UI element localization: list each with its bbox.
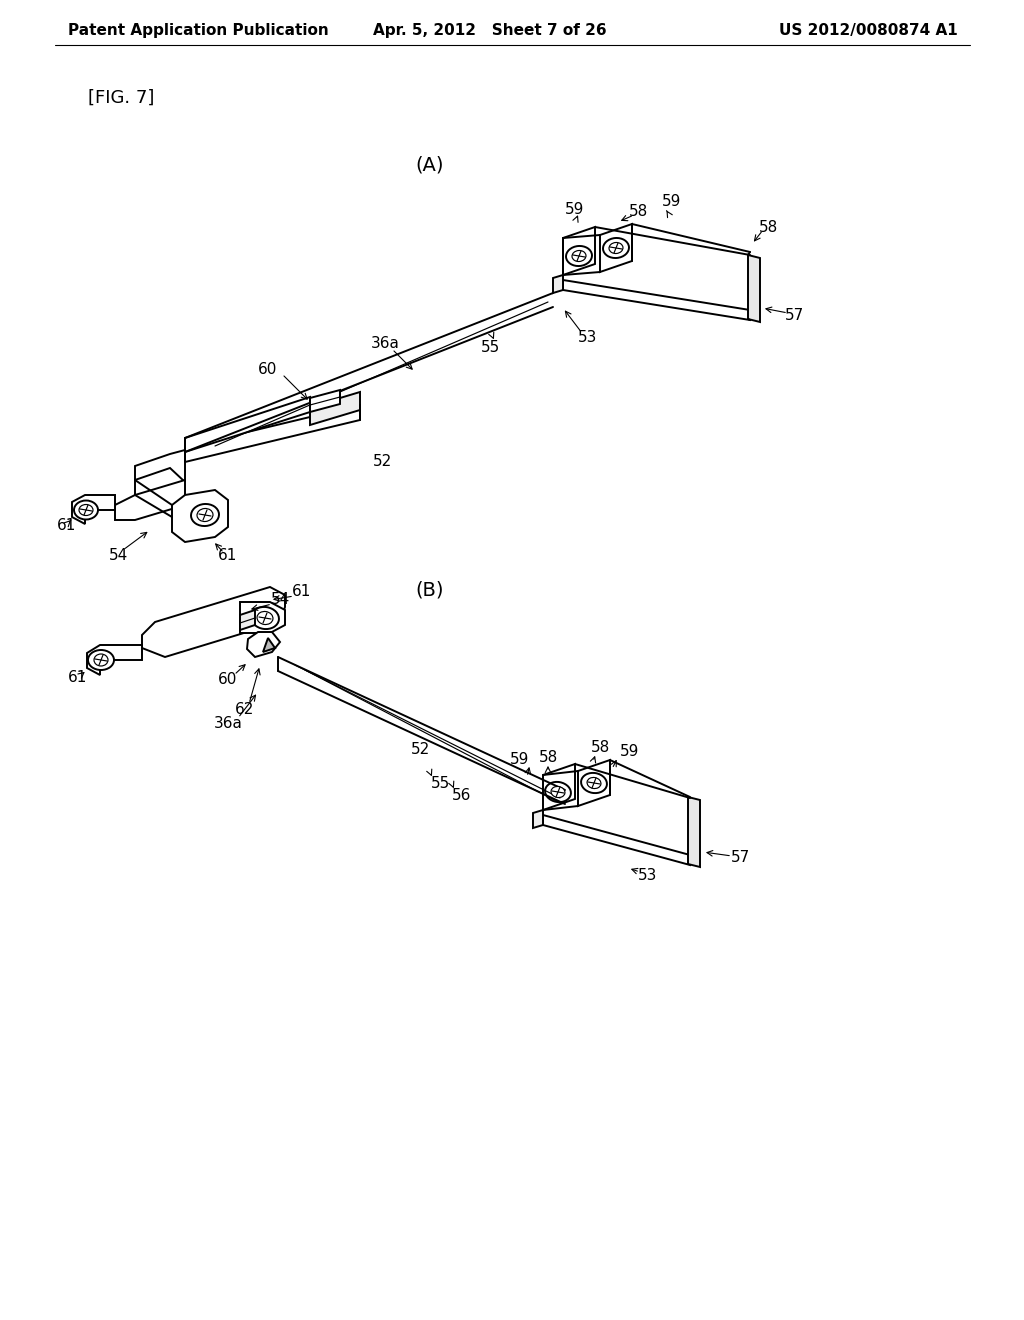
Text: 58: 58	[591, 741, 609, 755]
Polygon shape	[115, 480, 185, 520]
Text: US 2012/0080874 A1: US 2012/0080874 A1	[779, 22, 958, 37]
Text: 62: 62	[236, 702, 255, 718]
Ellipse shape	[74, 500, 98, 520]
Ellipse shape	[191, 504, 219, 527]
Ellipse shape	[603, 238, 629, 257]
Polygon shape	[87, 645, 142, 675]
Text: 58: 58	[759, 219, 777, 235]
Polygon shape	[263, 638, 275, 652]
Polygon shape	[553, 275, 563, 293]
Text: 36a: 36a	[371, 337, 399, 351]
Text: 55: 55	[430, 776, 450, 792]
Polygon shape	[72, 495, 115, 524]
Ellipse shape	[545, 781, 571, 803]
Polygon shape	[185, 405, 360, 462]
Text: 61: 61	[57, 517, 77, 532]
Polygon shape	[172, 490, 228, 543]
Text: 60: 60	[218, 672, 238, 688]
Ellipse shape	[572, 251, 586, 261]
Ellipse shape	[94, 653, 108, 667]
Polygon shape	[748, 255, 760, 322]
Ellipse shape	[197, 508, 213, 521]
Text: 56: 56	[453, 788, 472, 804]
Ellipse shape	[79, 504, 93, 516]
Ellipse shape	[88, 649, 114, 671]
Polygon shape	[543, 764, 575, 810]
Text: 57: 57	[785, 308, 805, 322]
Ellipse shape	[251, 607, 279, 630]
Text: 52: 52	[373, 454, 391, 470]
Text: [FIG. 7]: [FIG. 7]	[88, 88, 155, 107]
Text: (A): (A)	[416, 156, 444, 174]
Text: 53: 53	[638, 867, 657, 883]
Text: 36a: 36a	[214, 717, 243, 731]
Polygon shape	[142, 587, 285, 657]
Polygon shape	[578, 760, 610, 807]
Text: 60: 60	[258, 363, 278, 378]
Polygon shape	[600, 224, 632, 272]
Polygon shape	[688, 797, 700, 867]
Text: 54: 54	[270, 593, 290, 607]
Polygon shape	[185, 397, 310, 451]
Polygon shape	[240, 610, 255, 630]
Polygon shape	[310, 389, 340, 412]
Polygon shape	[563, 280, 750, 319]
Text: 61: 61	[292, 585, 311, 599]
Polygon shape	[240, 602, 285, 634]
Text: 61: 61	[218, 549, 238, 564]
Text: 58: 58	[539, 751, 558, 766]
Text: 54: 54	[109, 549, 128, 564]
Ellipse shape	[587, 777, 601, 788]
Text: 59: 59	[510, 752, 529, 767]
Text: Patent Application Publication: Patent Application Publication	[68, 22, 329, 37]
Text: 59: 59	[663, 194, 682, 210]
Text: 59: 59	[621, 744, 640, 759]
Text: 55: 55	[480, 341, 500, 355]
Polygon shape	[310, 392, 360, 425]
Ellipse shape	[581, 774, 607, 793]
Ellipse shape	[551, 787, 565, 797]
Text: 58: 58	[629, 205, 647, 219]
Ellipse shape	[566, 246, 592, 267]
Text: 57: 57	[730, 850, 750, 866]
Polygon shape	[563, 227, 595, 275]
Text: 53: 53	[579, 330, 598, 346]
Polygon shape	[543, 814, 690, 865]
Text: Apr. 5, 2012   Sheet 7 of 26: Apr. 5, 2012 Sheet 7 of 26	[373, 22, 607, 37]
Polygon shape	[534, 810, 543, 828]
Text: 52: 52	[411, 742, 430, 758]
Ellipse shape	[609, 243, 623, 253]
Polygon shape	[247, 632, 280, 657]
Text: (B): (B)	[416, 581, 444, 599]
Polygon shape	[135, 450, 185, 482]
Text: 61: 61	[69, 671, 88, 685]
Ellipse shape	[257, 611, 273, 624]
Text: 59: 59	[565, 202, 585, 218]
